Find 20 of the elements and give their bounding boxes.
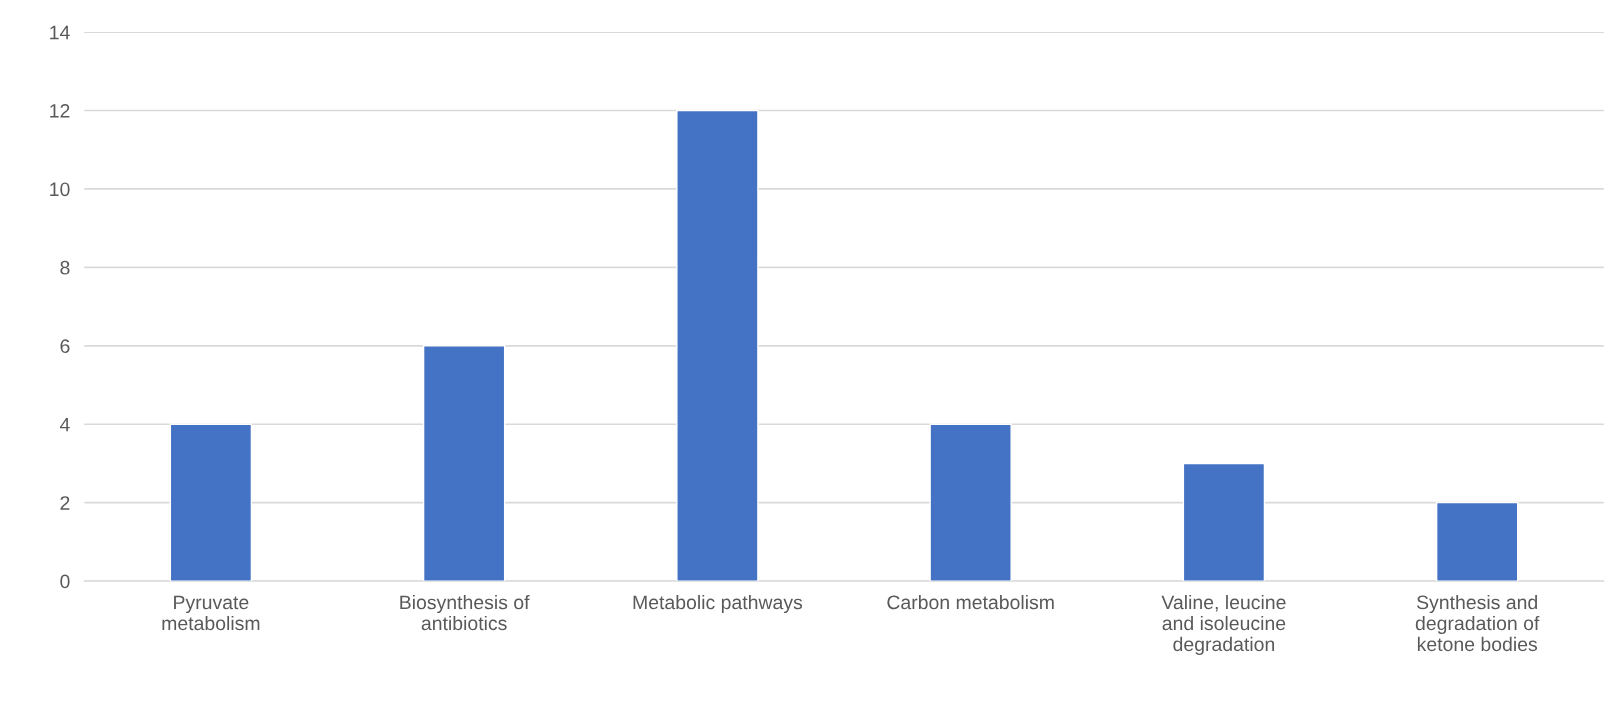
bar: [1182, 462, 1266, 582]
bar: [1435, 501, 1519, 582]
x-tick-label: Metabolic pathways: [633, 594, 803, 614]
y-tick-label: 10: [50, 182, 70, 197]
x-tick-label: Biosynthesis of antibiotics: [400, 594, 530, 631]
y-tick-label: 2: [60, 496, 70, 510]
x-tick-label: Pyruvate metabolism: [162, 595, 260, 631]
y-tick-label: 14: [50, 25, 70, 40]
bar: [929, 423, 1012, 582]
x-tick-label: Valine, leucine and isoleucine degradation: [1161, 594, 1286, 655]
bar: [169, 423, 253, 582]
y-tick-label: 6: [60, 339, 70, 354]
y-tick-label: 12: [50, 103, 70, 118]
x-tick-label: Carbon metabolism: [887, 594, 1054, 610]
y-tick-label: 4: [59, 417, 70, 432]
bar: [676, 109, 759, 582]
bar: [422, 345, 506, 582]
x-tick-label: Synthesis and degradation of ketone bodies: [1415, 594, 1540, 652]
y-tick-label: 8: [60, 260, 70, 275]
y-tick-label: 0: [60, 574, 70, 589]
